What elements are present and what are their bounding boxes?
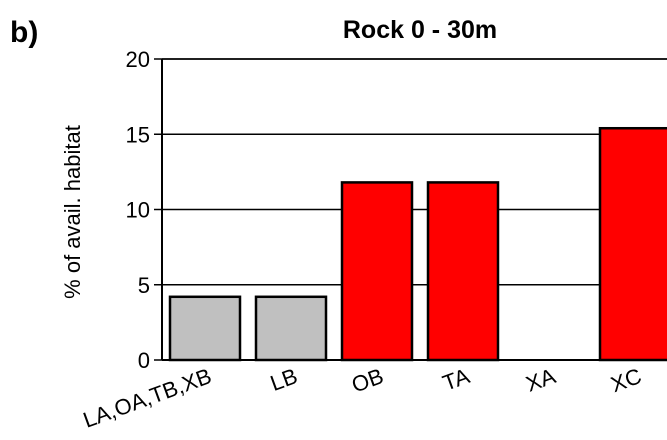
chart-title: Rock 0 - 30m <box>343 16 497 44</box>
bar <box>168 295 242 362</box>
x-tick-label: LB <box>267 363 301 396</box>
y-tick-label: 20 <box>126 47 150 72</box>
x-tick-label: XC <box>607 363 644 397</box>
y-tick-label: 0 <box>138 348 150 373</box>
bars <box>168 126 667 362</box>
y-tick-label: 10 <box>126 198 150 223</box>
x-tick-label: XA <box>523 363 559 397</box>
panel-label: b) <box>10 16 38 49</box>
bar <box>426 181 500 362</box>
x-tick-label: OB <box>348 363 386 397</box>
y-axis-label: % of avail. habitat <box>60 125 85 299</box>
gridlines <box>162 58 667 286</box>
y-tick-label: 15 <box>126 122 150 147</box>
y-tick-label: 5 <box>138 273 150 298</box>
bar <box>340 181 414 362</box>
x-ticks: LA,OA,TB,XB LB OB TA XA XC <box>80 363 645 433</box>
y-ticks: 0 5 10 15 20 <box>126 47 162 373</box>
bar <box>254 295 328 362</box>
bar <box>598 126 667 362</box>
x-tick-label: LA,OA,TB,XB <box>80 363 215 432</box>
x-tick-label: TA <box>439 363 473 396</box>
